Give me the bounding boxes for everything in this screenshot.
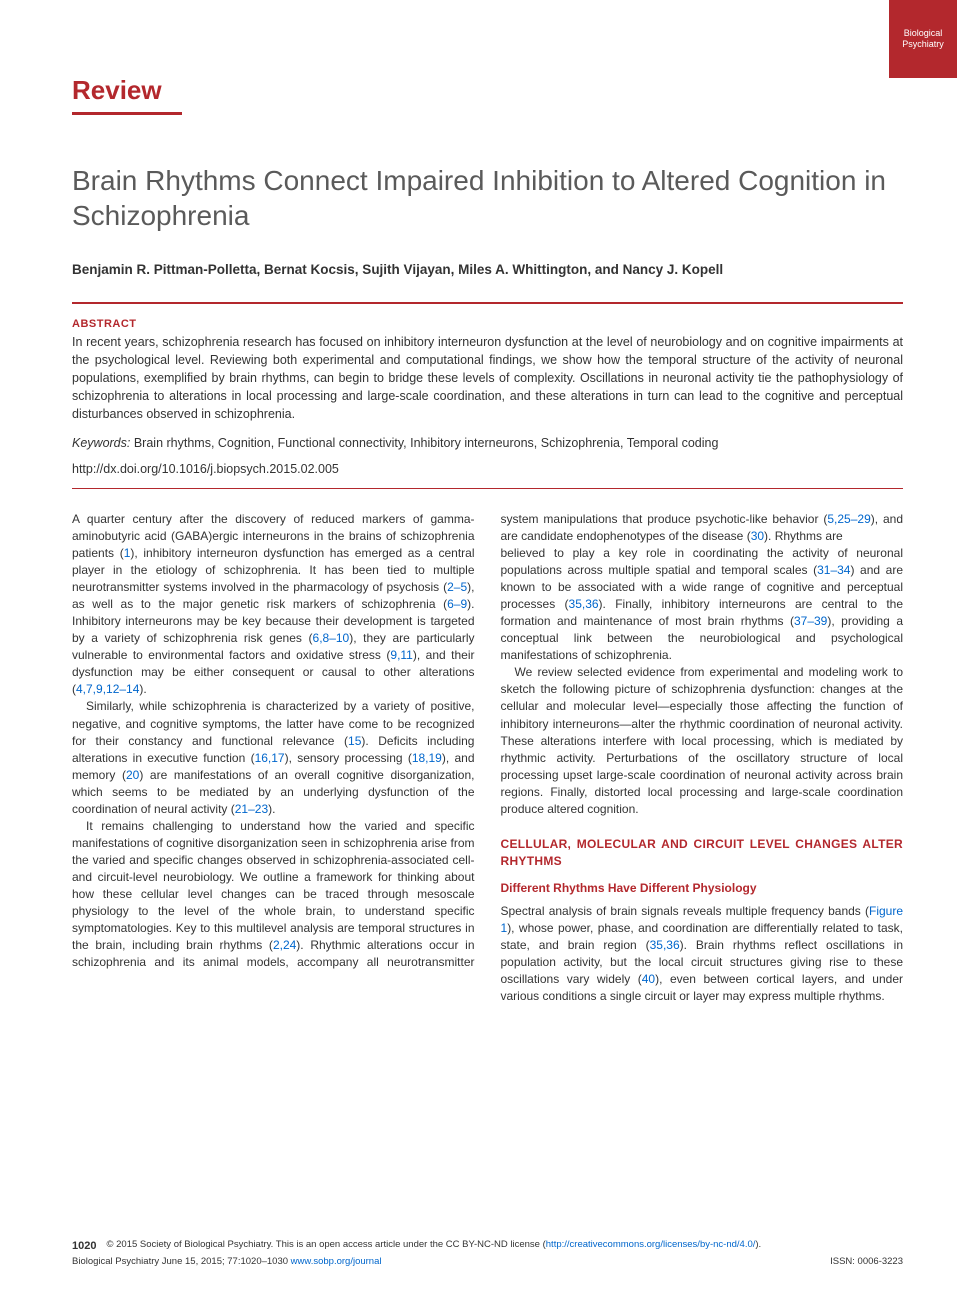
citation-link[interactable]: 18,19 <box>412 751 442 765</box>
author-list: Benjamin R. Pittman-Polletta, Bernat Koc… <box>72 261 903 280</box>
citation-link[interactable]: 35,36 <box>569 597 599 611</box>
citation-link[interactable]: 5,25–29 <box>827 512 870 526</box>
citation-link[interactable]: 40 <box>642 972 655 986</box>
cc-license-link[interactable]: http://creativecommons.org/licenses/by-n… <box>546 1239 756 1250</box>
citation-link[interactable]: 2,24 <box>273 938 296 952</box>
body-paragraph: Spectral analysis of brain signals revea… <box>501 903 904 1005</box>
citation-link[interactable]: 9,11 <box>390 648 412 662</box>
journal-citation: Biological Psychiatry June 15, 2015; 77:… <box>72 1256 381 1269</box>
page-footer: 1020 © 2015 Society of Biological Psychi… <box>72 1239 903 1269</box>
citation-link[interactable]: 16,17 <box>255 751 285 765</box>
page-content: Review Brain Rhythms Connect Impaired In… <box>0 0 975 1045</box>
body-paragraph: believed to play a key role in coordinat… <box>501 545 904 664</box>
badge-text: Biological Psychiatry <box>893 28 953 51</box>
abstract-label: ABSTRACT <box>72 318 903 330</box>
keywords-text: Brain rhythms, Cognition, Functional con… <box>134 436 719 450</box>
keywords-label: Keywords: <box>72 436 130 450</box>
doi-link[interactable]: http://dx.doi.org/10.1016/j.biopsych.201… <box>72 462 903 476</box>
citation-link[interactable]: 20 <box>126 768 139 782</box>
body-paragraph: Similarly, while schizophrenia is charac… <box>72 698 475 817</box>
citation-link[interactable]: 35,36 <box>650 938 680 952</box>
citation-link[interactable]: 21–23 <box>235 802 268 816</box>
keywords-line: Keywords: Brain rhythms, Cognition, Func… <box>72 434 903 452</box>
review-underline <box>72 112 182 115</box>
divider-top <box>72 302 903 304</box>
page-number: 1020 <box>72 1239 96 1254</box>
abstract-block: ABSTRACT In recent years, schizophrenia … <box>72 318 903 476</box>
abstract-text: In recent years, schizophrenia research … <box>72 333 903 424</box>
journal-corner-badge: Biological Psychiatry <box>889 0 957 78</box>
citation-link[interactable]: 6–9 <box>447 597 467 611</box>
journal-link[interactable]: www.sobp.org/journal <box>291 1256 382 1267</box>
issn-text: ISSN: 0006-3223 <box>830 1256 903 1269</box>
review-label: Review <box>72 75 903 106</box>
citation-link[interactable]: 4,7,9,12–14 <box>76 682 139 696</box>
citation-link[interactable]: 15 <box>348 734 361 748</box>
copyright-text: © 2015 Society of Biological Psychiatry.… <box>106 1239 761 1252</box>
citation-link[interactable]: 6,8–10 <box>313 631 350 645</box>
section-heading: CELLULAR, MOLECULAR AND CIRCUIT LEVEL CH… <box>501 836 904 870</box>
body-paragraph: We review selected evidence from experim… <box>501 664 904 817</box>
subsection-heading: Different Rhythms Have Different Physiol… <box>501 880 904 897</box>
body-columns: A quarter century after the discovery of… <box>72 511 903 1005</box>
divider-bottom <box>72 488 903 490</box>
citation-link[interactable]: 30 <box>751 529 764 543</box>
article-title: Brain Rhythms Connect Impaired Inhibitio… <box>72 163 903 233</box>
citation-link[interactable]: 31–34 <box>817 563 850 577</box>
citation-link[interactable]: 2–5 <box>447 580 467 594</box>
body-paragraph: A quarter century after the discovery of… <box>72 511 475 698</box>
citation-link[interactable]: 37–39 <box>794 614 827 628</box>
